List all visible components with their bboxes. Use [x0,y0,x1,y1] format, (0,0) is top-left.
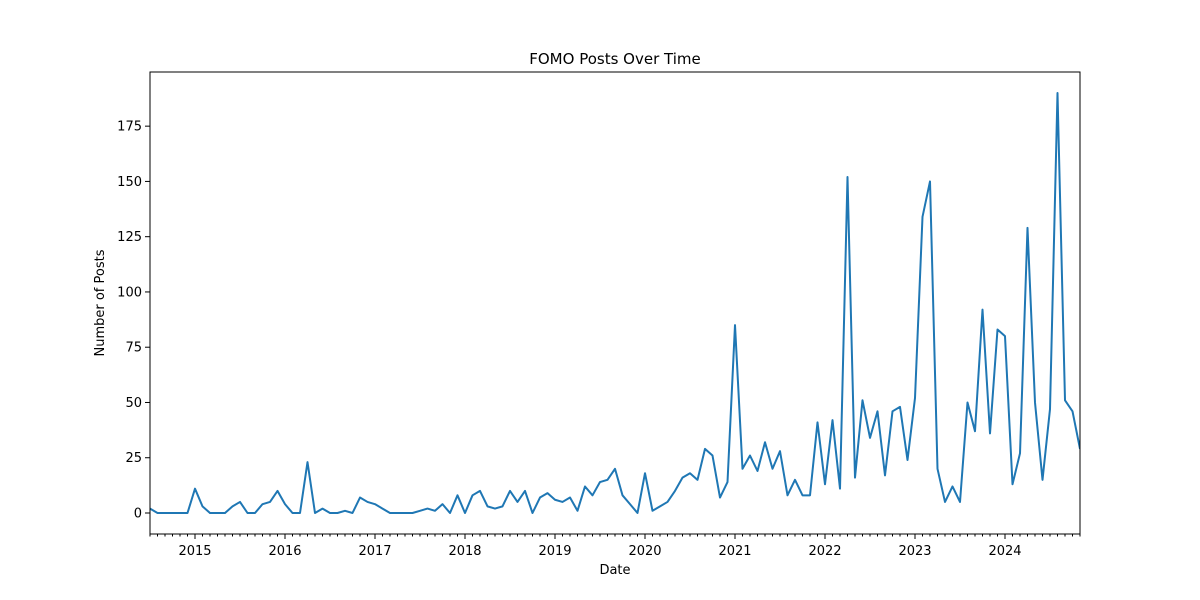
series-layer [150,92,1080,514]
x-tick-label: 2016 [268,544,301,559]
x-tick-label: 2021 [718,544,751,559]
x-tick-label: 2017 [358,544,391,559]
plot-background [150,72,1080,534]
plot-frame [149,71,1081,535]
x-axis-title: Date [599,563,630,578]
series-group [150,92,1080,514]
x-tick-label: 2024 [988,544,1021,559]
y-tick-label: 125 [117,230,142,245]
y-tick-label: 25 [125,451,142,466]
chart-title: FOMO Posts Over Time [529,50,700,68]
y-axis-title: Number of Posts [93,249,108,356]
y-tick-label: 150 [117,175,142,190]
x-tick-label: 2022 [808,544,841,559]
y-axis: 0 25 50 75 100 125 150 175 [117,120,150,522]
x-tick-label: 2015 [178,544,211,559]
x-tick-label: 2018 [448,544,481,559]
y-tick-label: 50 [125,396,142,411]
y-tick-label: 175 [117,120,142,135]
x-tick-label: 2023 [898,544,931,559]
x-tick-label: 2019 [538,544,571,559]
plot-area [150,72,1080,534]
y-tick-label: 75 [125,341,142,356]
y-tick-label: 100 [117,285,142,300]
x-tick-label: 2020 [628,544,661,559]
y-tick-label: 0 [134,507,142,522]
x-axis: 2015 2016 2017 2018 2019 2020 2021 2022 2023 2024 [149,534,1081,559]
